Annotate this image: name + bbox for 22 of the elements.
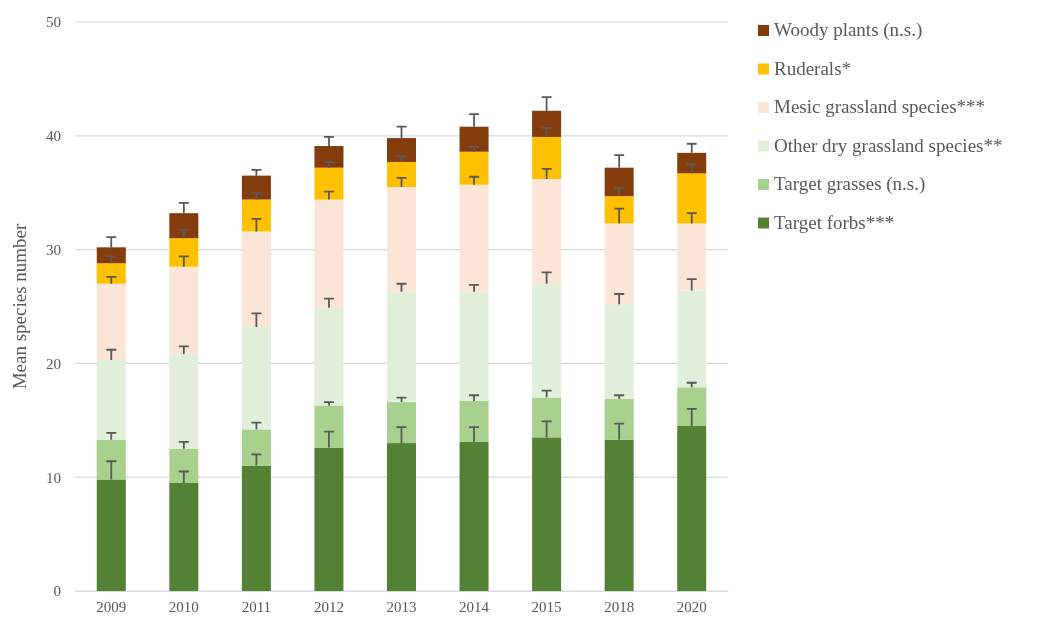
legend-label: Target grasses (n.s.) — [774, 173, 926, 195]
x-tick-label: 2015 — [531, 598, 562, 615]
legend-label: Ruderals* — [774, 57, 852, 79]
x-tick-label: 2011 — [241, 598, 272, 615]
y-tick-label: 50 — [46, 14, 61, 31]
x-tick-label: 2014 — [459, 598, 490, 615]
legend-label: Mesic grassland species*** — [774, 96, 986, 117]
x-tick-label: 2018 — [604, 598, 635, 615]
y-tick-label: 10 — [46, 469, 61, 486]
legend-label: Other dry grassland species** — [774, 134, 1003, 156]
x-tick-label: 2012 — [313, 598, 344, 615]
x-tick-label: 2013 — [386, 598, 417, 615]
y-tick-label: 30 — [46, 241, 61, 258]
y-tick-label: 40 — [46, 128, 61, 145]
y-axis-title: Mean species number — [9, 223, 30, 390]
legend-label: Target forbs*** — [774, 211, 895, 233]
y-tick-label: 0 — [53, 583, 61, 600]
x-tick-label: 2010 — [168, 598, 199, 615]
legend-label: Woody plants (n.s.) — [774, 19, 923, 41]
y-tick-label: 20 — [46, 355, 61, 372]
x-tick-label: 2020 — [676, 598, 707, 615]
x-tick-label: 2009 — [96, 598, 127, 615]
